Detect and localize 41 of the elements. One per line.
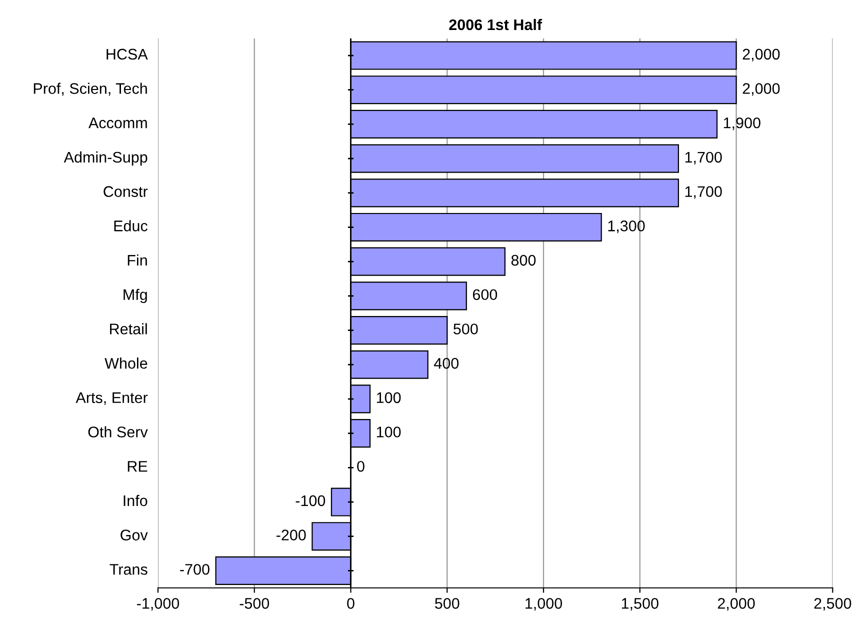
y-tick-label: Mfg xyxy=(124,288,147,304)
y-tick-label: Accomm xyxy=(88,118,147,128)
y-tick-label: Fin xyxy=(128,254,147,266)
data-label: 100 xyxy=(376,392,401,404)
x-tick-label: 2,500 xyxy=(814,598,852,611)
x-tick-label: -500 xyxy=(240,598,270,609)
y-tick-label: Arts, Enter xyxy=(76,392,148,405)
y-tick-label: Admin-Supp xyxy=(64,151,148,166)
y-tick-label: Gov xyxy=(120,530,148,540)
y-tick-label: Constr xyxy=(104,186,148,197)
data-label: 1,900 xyxy=(724,117,760,130)
x-tick-label: 1,000 xyxy=(526,598,562,611)
y-tick-label: Trans xyxy=(110,564,148,575)
y-tick-label: Educ xyxy=(114,220,148,232)
x-tick-label: 500 xyxy=(434,598,460,609)
data-label: 0 xyxy=(357,460,364,472)
data-label: 1,300 xyxy=(608,220,645,234)
x-tick-label: -1,000 xyxy=(137,598,180,611)
y-tick-label: HCSA xyxy=(106,48,148,60)
y-tick-label: Retail xyxy=(110,323,147,334)
data-label: 600 xyxy=(472,289,498,300)
data-label: -200 xyxy=(276,530,306,540)
y-tick-label: RE xyxy=(128,461,148,472)
y-tick-label: Info xyxy=(124,494,148,506)
data-label: -100 xyxy=(296,495,326,506)
data-label: 2,000 xyxy=(742,83,780,96)
x-tick-label: 1,500 xyxy=(622,598,658,611)
chart-title: 2006 1st Half xyxy=(449,18,542,30)
x-tick-label: 2,000 xyxy=(718,598,755,611)
data-label: 100 xyxy=(376,426,401,438)
data-label: 1,700 xyxy=(685,186,722,199)
data-label: -700 xyxy=(180,564,210,575)
y-tick-label: Prof, Scien, Tech xyxy=(34,82,147,96)
data-label: 500 xyxy=(454,324,478,334)
x-tick-label: 0 xyxy=(347,598,354,609)
data-label: 400 xyxy=(434,358,459,369)
y-tick-label: Oth Serv xyxy=(88,426,148,438)
data-label: 800 xyxy=(511,254,536,266)
data-label: 2,000 xyxy=(742,48,780,62)
data-label: 1,700 xyxy=(685,152,722,164)
y-tick-label: Whole xyxy=(104,358,148,369)
